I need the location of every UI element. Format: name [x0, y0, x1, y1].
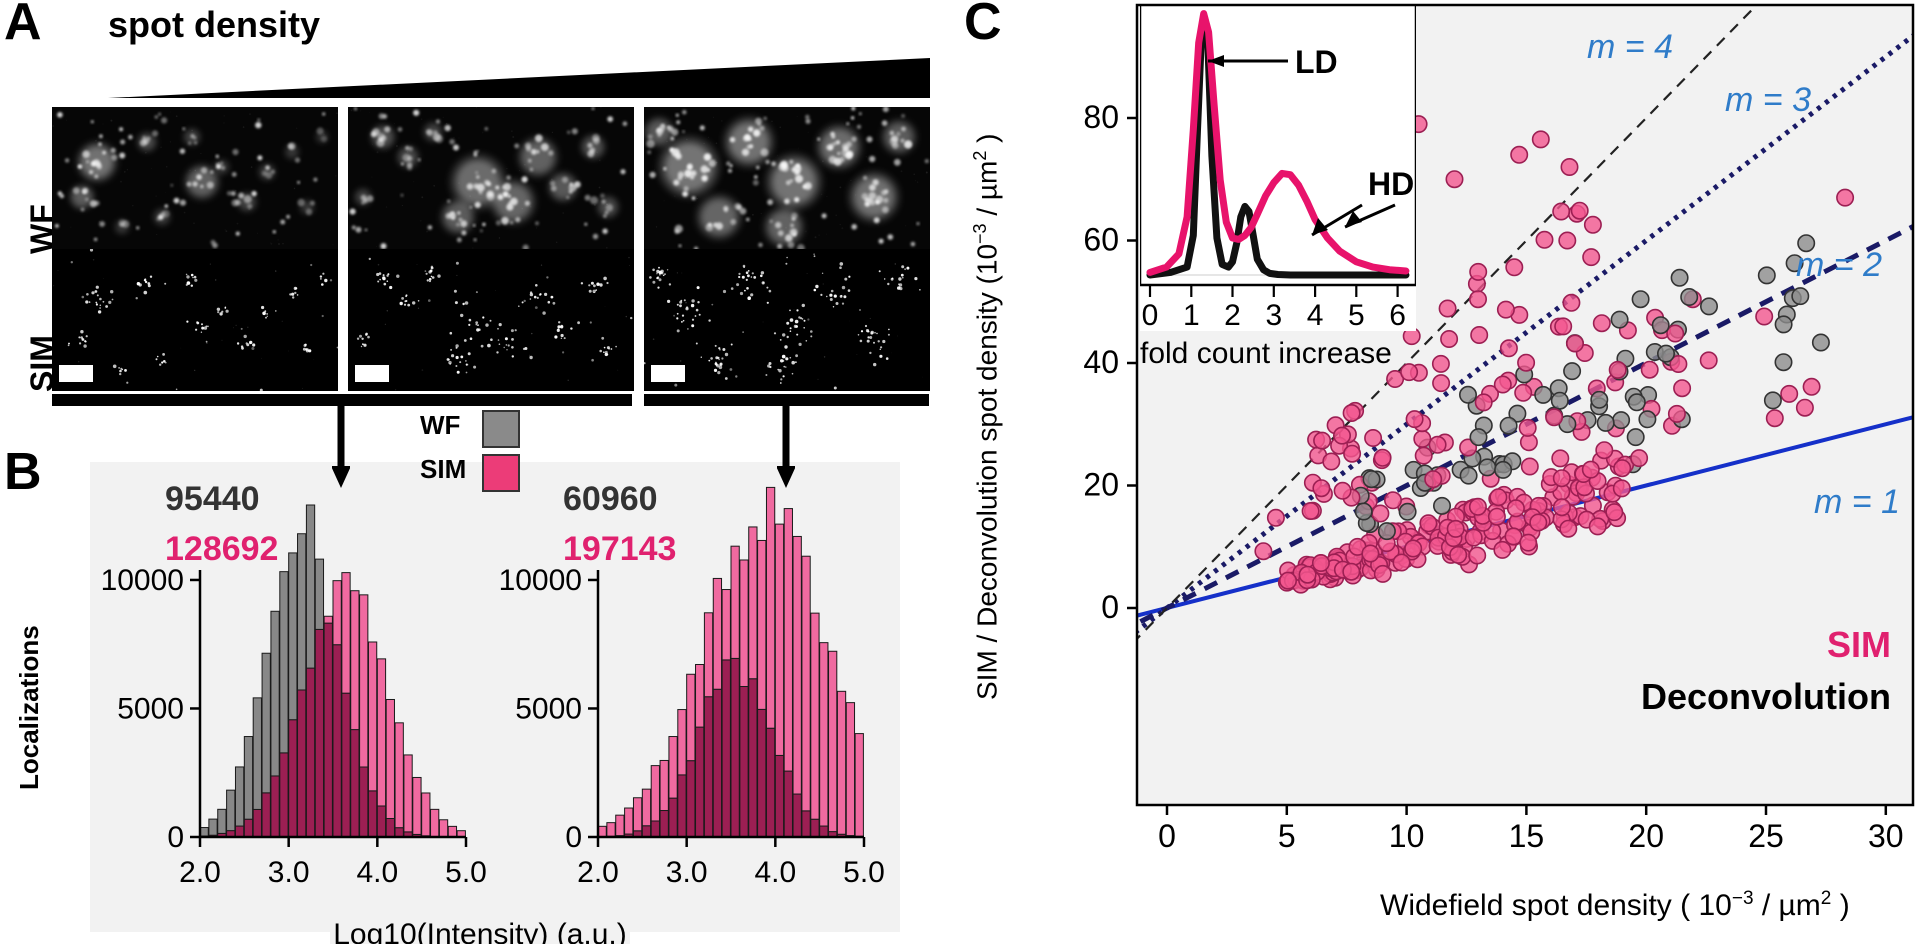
- svg-text:m = 3: m = 3: [1725, 81, 1811, 119]
- svg-text:6: 6: [1389, 299, 1406, 332]
- svg-text:HD: HD: [1368, 166, 1414, 202]
- svg-text:m = 2: m = 2: [1796, 246, 1882, 284]
- svg-text:30: 30: [1868, 818, 1904, 854]
- svg-text:20: 20: [1628, 818, 1664, 854]
- svg-text:5: 5: [1348, 299, 1365, 332]
- svg-text:80: 80: [1083, 99, 1119, 135]
- svg-text:Deconvolution: Deconvolution: [1641, 676, 1891, 717]
- svg-text:2: 2: [1224, 299, 1241, 332]
- svg-text:20: 20: [1083, 467, 1119, 503]
- svg-text:LD: LD: [1295, 44, 1338, 80]
- svg-text:SIM: SIM: [1827, 624, 1891, 665]
- svg-text:60: 60: [1083, 222, 1119, 258]
- svg-text:5: 5: [1278, 818, 1296, 854]
- svg-text:0: 0: [1142, 299, 1159, 332]
- svg-text:1: 1: [1183, 299, 1200, 332]
- svg-text:0: 0: [1158, 818, 1176, 854]
- svg-text:m = 1: m = 1: [1814, 483, 1900, 521]
- svg-text:10: 10: [1389, 818, 1425, 854]
- svg-text:3: 3: [1265, 299, 1282, 332]
- svg-text:m = 4: m = 4: [1587, 28, 1673, 66]
- svg-text:0: 0: [1101, 589, 1119, 625]
- svg-text:15: 15: [1509, 818, 1545, 854]
- svg-text:40: 40: [1083, 344, 1119, 380]
- svg-text:fold count increase: fold count increase: [1140, 337, 1392, 370]
- svg-text:25: 25: [1748, 818, 1784, 854]
- svg-text:4: 4: [1307, 299, 1324, 332]
